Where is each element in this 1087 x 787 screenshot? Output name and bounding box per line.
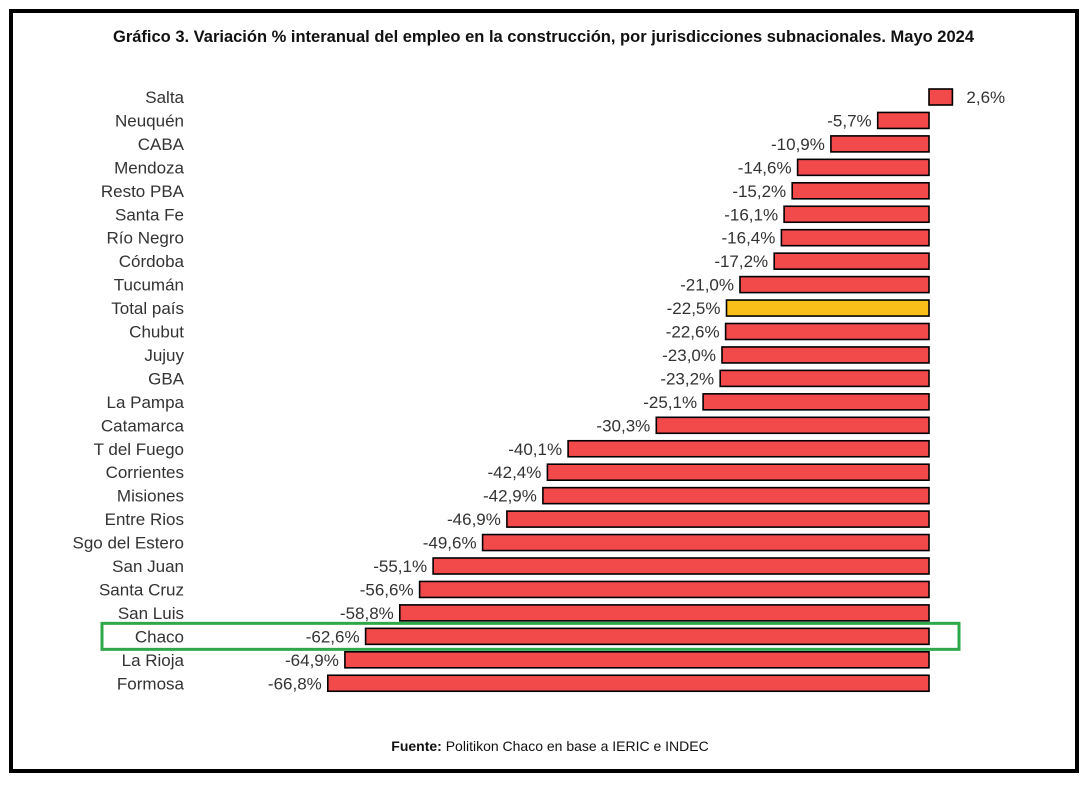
data-label: -21,0%: [680, 276, 734, 295]
data-label: -42,9%: [483, 487, 537, 506]
bar: [783, 205, 930, 224]
bar: [398, 604, 930, 622]
category-label: Santa Cruz: [99, 580, 184, 599]
category-label: La Pampa: [107, 393, 185, 412]
data-label: -46,9%: [447, 510, 501, 529]
bar: [546, 463, 930, 482]
bar: [724, 322, 930, 341]
data-label: -5,7%: [827, 111, 871, 130]
bar: [542, 486, 930, 505]
category-label: Córdoba: [119, 252, 185, 271]
category-label: Tucumán: [114, 276, 184, 295]
data-label: -25,1%: [643, 393, 697, 412]
bar: [567, 439, 930, 458]
data-label: 2,6%: [966, 88, 1005, 107]
data-label: -16,1%: [724, 205, 778, 224]
data-label: -66,8%: [268, 674, 322, 693]
category-label: Río Negro: [107, 229, 184, 248]
bar: [702, 393, 930, 411]
data-label: -10,9%: [771, 135, 825, 154]
data-label: -40,1%: [508, 440, 562, 459]
category-label: CABA: [138, 135, 185, 154]
data-label: -42,4%: [488, 463, 542, 482]
category-label: Santa Fe: [115, 205, 184, 224]
data-label: -22,6%: [666, 323, 720, 342]
data-label: -56,6%: [360, 580, 414, 599]
category-label: Total país: [111, 299, 184, 318]
category-label: Entre Rios: [105, 510, 184, 529]
bar: [326, 674, 930, 693]
bar: [725, 299, 930, 317]
source-label: Fuente:: [391, 738, 442, 754]
category-label: Chubut: [129, 323, 184, 342]
category-label: GBA: [148, 369, 185, 388]
category-label: Catamarca: [101, 416, 185, 435]
bar: [719, 369, 930, 388]
category-label: San Luis: [118, 604, 184, 623]
highlight-box: [100, 621, 961, 651]
category-label: T del Fuego: [94, 440, 184, 459]
bar: [418, 580, 930, 599]
bar: [773, 252, 930, 270]
bar: [876, 111, 930, 130]
data-label: -16,4%: [722, 229, 776, 248]
category-label: Formosa: [117, 674, 185, 693]
data-label: -64,9%: [285, 651, 339, 670]
data-label: -15,2%: [732, 182, 786, 201]
bar: [928, 88, 954, 106]
category-label: Jujuy: [144, 346, 184, 365]
category-label: Mendoza: [114, 158, 184, 177]
category-label: Salta: [145, 88, 184, 107]
chart-title: Gráfico 3. Variación % interanual del em…: [112, 28, 975, 46]
bar: [780, 228, 930, 247]
category-label: Neuquén: [115, 111, 184, 130]
source-note: Fuente: Politikon Chaco en base a IERIC …: [0, 738, 1087, 754]
data-label: -49,6%: [423, 534, 477, 553]
bar: [655, 416, 930, 435]
data-label: -62,6%: [306, 627, 360, 646]
data-label: -14,6%: [738, 158, 792, 177]
category-label: San Juan: [112, 557, 184, 576]
category-label: La Rioja: [122, 651, 185, 670]
bar: [506, 510, 930, 528]
data-label: -22,5%: [667, 299, 721, 318]
category-label: Corrientes: [106, 463, 184, 482]
category-label: Sgo del Estero: [72, 534, 184, 553]
data-label: -17,2%: [714, 252, 768, 271]
category-label: Resto PBA: [101, 182, 185, 201]
bar: [796, 158, 930, 177]
bar: [791, 182, 930, 200]
category-label: Misiones: [117, 487, 184, 506]
bar: [364, 627, 930, 646]
bar: [432, 557, 930, 575]
bar: [481, 533, 930, 552]
bar: [344, 650, 930, 669]
category-label: Chaco: [135, 627, 184, 646]
data-label: -55,1%: [373, 557, 427, 576]
data-label: -23,0%: [662, 346, 716, 365]
bar: [739, 275, 930, 294]
source-text: Politikon Chaco en base a IERIC e INDEC: [441, 738, 709, 754]
bar: [721, 346, 930, 364]
data-label: -23,2%: [660, 369, 714, 388]
data-label: -58,8%: [340, 604, 394, 623]
bar: [830, 135, 930, 153]
data-label: -30,3%: [596, 416, 650, 435]
